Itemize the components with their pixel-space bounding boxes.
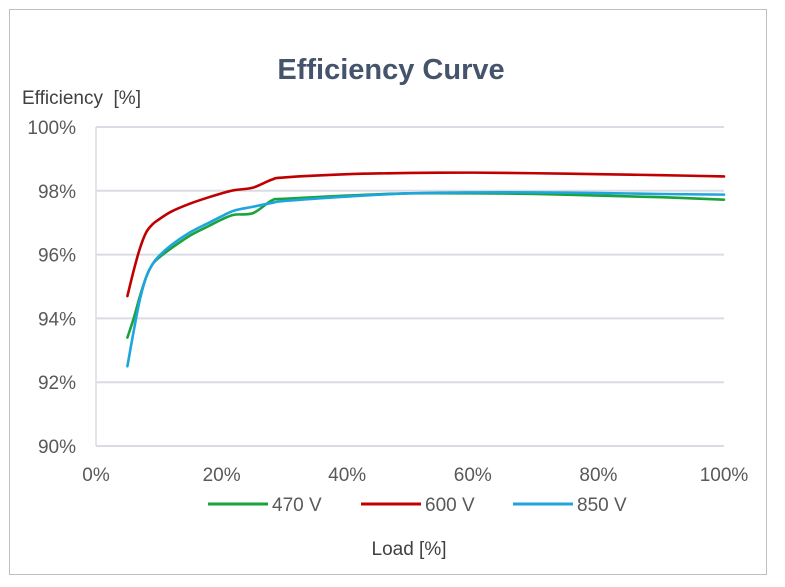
y-tick-label: 96% (38, 246, 76, 267)
gridlines (95, 126, 724, 447)
efficiency-chart: Efficiency Curve Efficiency [%] Load [%]… (22, 54, 748, 560)
y-tick-label: 90% (38, 437, 76, 458)
series-line-470v (126, 191, 726, 339)
y-tick-label: 100% (27, 118, 76, 139)
y-tick-label: 92% (38, 373, 76, 394)
y-axis-label: Efficiency [%] (22, 88, 141, 109)
x-tick-labels: 0% 20% 40% 60% 80% 100% (82, 465, 748, 486)
series-line-850v (126, 190, 726, 368)
x-tick-label: 40% (328, 465, 366, 486)
legend-label: 470 V (272, 495, 322, 516)
series-lines (126, 171, 726, 368)
legend: 470 V 600 V 850 V (208, 495, 627, 516)
series-line-600v (126, 171, 726, 298)
legend-label: 600 V (425, 495, 475, 516)
legend-label: 850 V (577, 495, 627, 516)
x-axis-label: Load [%] (372, 539, 447, 560)
x-tick-label: 0% (82, 465, 110, 486)
chart-frame: Efficiency Curve Efficiency [%] Load [%]… (9, 9, 767, 575)
x-tick-label: 60% (454, 465, 492, 486)
chart-title: Efficiency Curve (277, 54, 504, 86)
y-tick-labels: 90% 92% 94% 96% 98% 100% (27, 118, 76, 458)
x-tick-label: 100% (700, 465, 749, 486)
x-tick-label: 80% (579, 465, 617, 486)
y-tick-label: 94% (38, 309, 76, 330)
x-tick-label: 20% (203, 465, 241, 486)
y-tick-label: 98% (38, 182, 76, 203)
